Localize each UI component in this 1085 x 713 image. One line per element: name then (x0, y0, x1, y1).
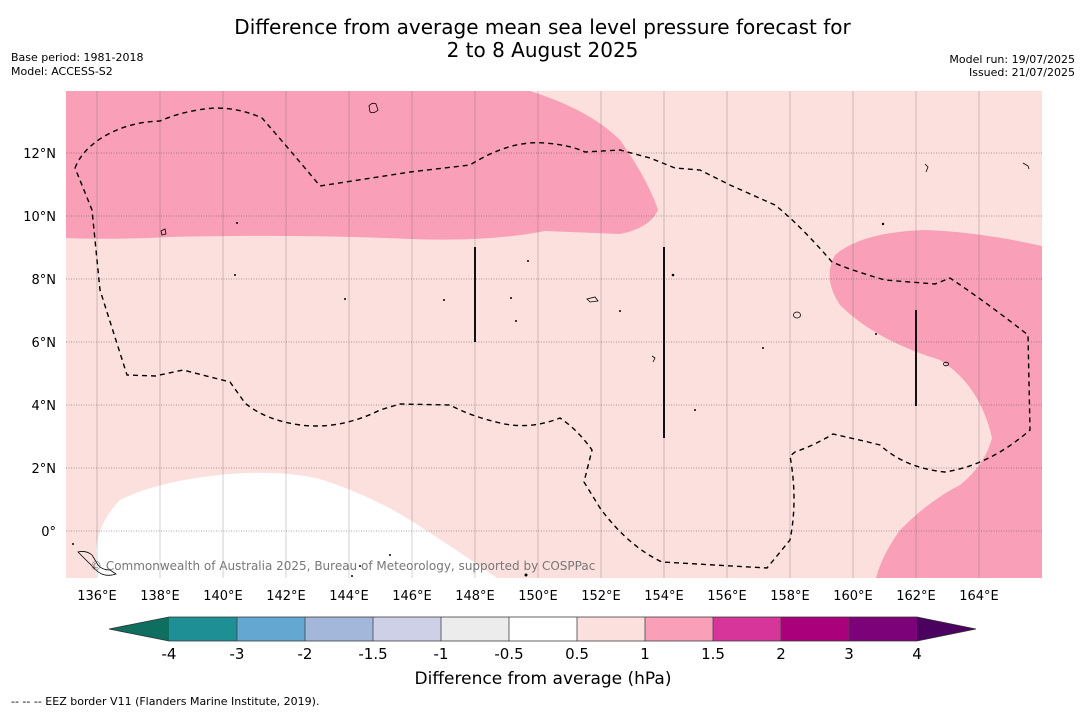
lon-label: 150°E (518, 589, 558, 604)
longitude-labels: 136°E 138°E 140°E 142°E 144°E 146°E 148°… (77, 589, 999, 604)
model-label: Model: ACCESS-S2 (11, 65, 113, 78)
colorbar-tick: 2 (776, 645, 786, 663)
issued-label: Issued: 21/07/2025 (968, 66, 1075, 79)
colorbar-swatch (781, 617, 849, 641)
base-period-label: Base period: 1981-2018 (11, 51, 144, 64)
colorbar-tick-labels: -4 -3 -2 -1.5 -1 -0.5 0.5 1 1.5 2 3 4 (162, 645, 922, 663)
lon-label: 164°E (959, 589, 999, 604)
colorbar-tick: 3 (844, 645, 854, 663)
anomaly-region-near-average (96, 472, 497, 578)
copyright-notice: © Commonwealth of Australia 2025, Bureau… (90, 559, 595, 573)
colorbar-swatch (441, 617, 509, 641)
map-area: © Commonwealth of Australia 2025, Bureau… (66, 91, 1042, 578)
eez-border (74, 107, 1031, 569)
map-title: Difference from average mean sea level p… (234, 15, 851, 39)
colorbar-swatch (849, 617, 917, 641)
colorbar-extend-over (917, 617, 976, 641)
lat-label: 12°N (23, 147, 56, 162)
colorbar-swatch (169, 617, 237, 641)
lat-label: 8°N (32, 273, 57, 288)
colorbar-outline (108, 616, 977, 642)
boundary-lines (474, 247, 917, 438)
lon-label: 136°E (77, 589, 117, 604)
map-title-period: 2 to 8 August 2025 (446, 38, 639, 62)
colorbar-swatch (373, 617, 441, 641)
lat-label: 10°N (23, 210, 56, 225)
lon-label: 146°E (392, 589, 432, 604)
lon-label: 138°E (140, 589, 180, 604)
anomaly-region-east-1-1.5 (829, 230, 1042, 578)
lon-label: 158°E (770, 589, 810, 604)
lon-label: 160°E (833, 589, 873, 604)
colorbar-tick: -1.5 (358, 645, 387, 663)
colorbar-tick: 4 (912, 645, 922, 663)
lon-label: 144°E (329, 589, 369, 604)
lon-label: 156°E (707, 589, 747, 604)
colorbar-swatch (305, 617, 373, 641)
lon-label: 142°E (266, 589, 306, 604)
colorbar-tick: -3 (230, 645, 245, 663)
lon-label: 162°E (896, 589, 936, 604)
small-islands (72, 222, 885, 577)
colorbar-extend-under (109, 617, 169, 641)
anomaly-region-north-1-1.5 (66, 91, 658, 240)
colorbar-dividers (236, 617, 850, 641)
colorbar-tick: -0.5 (494, 645, 523, 663)
latitude-labels: 12°N 10°N 8°N 6°N 4°N 2°N 0° (23, 147, 56, 540)
lat-label: 6°N (32, 336, 57, 351)
colorbar-swatch (713, 617, 781, 641)
lon-label: 152°E (581, 589, 621, 604)
lon-label: 154°E (644, 589, 684, 604)
lat-label: 2°N (32, 462, 57, 477)
model-run-label: Model run: 19/07/2025 (949, 53, 1075, 66)
colorbar-swatch (509, 617, 577, 641)
colorbar-label: Difference from average (hPa) (415, 669, 672, 689)
colorbar-tick: -4 (162, 645, 177, 663)
lat-label: 0° (41, 525, 56, 540)
eez-footnote: -- -- -- EEZ border V11 (Flanders Marine… (11, 695, 320, 708)
colorbar-tick: 0.5 (565, 645, 589, 663)
colorbar-swatches (169, 617, 917, 641)
colorbar-tick: -1 (434, 645, 449, 663)
colorbar-tick: 1.5 (701, 645, 725, 663)
colorbar-swatch (645, 617, 713, 641)
islands (77, 102, 1030, 576)
lon-label: 140°E (203, 589, 243, 604)
colorbar: -4 -3 -2 -1.5 -1 -0.5 0.5 1 1.5 2 3 4 Di… (108, 616, 977, 689)
colorbar-tick: 1 (640, 645, 650, 663)
colorbar-swatch (577, 617, 645, 641)
lon-label: 148°E (455, 589, 495, 604)
colorbar-tick: -2 (298, 645, 313, 663)
lat-label: 4°N (32, 399, 57, 414)
colorbar-swatch (237, 617, 305, 641)
